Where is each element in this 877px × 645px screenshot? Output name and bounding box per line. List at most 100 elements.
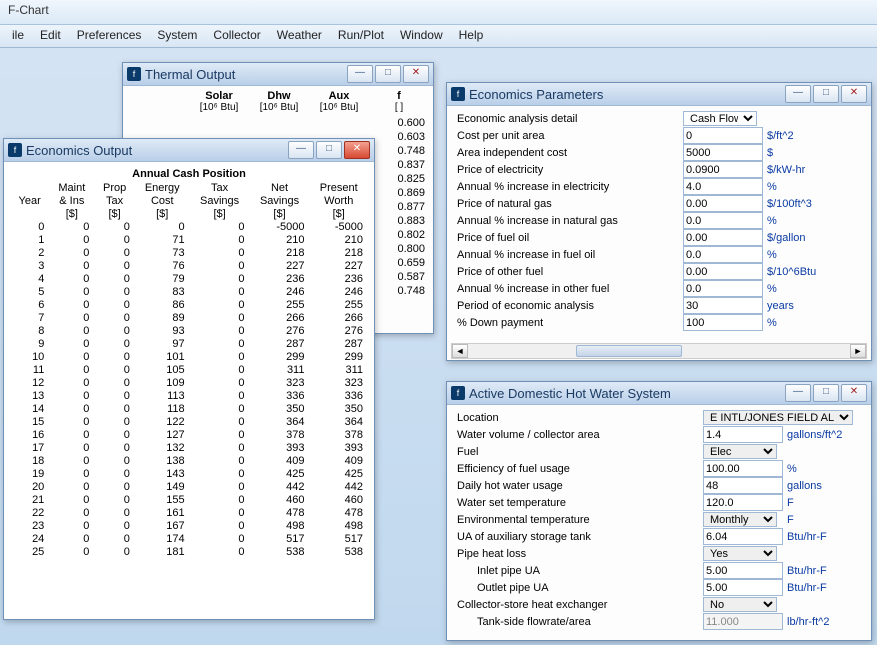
minimize-button[interactable]: — (288, 141, 314, 159)
menu-help[interactable]: Help (451, 27, 492, 43)
menubar: ileEditPreferencesSystemCollectorWeather… (0, 25, 877, 48)
menu-system[interactable]: System (149, 27, 205, 43)
param-input[interactable]: Cash Flow (683, 111, 757, 126)
dhw-input[interactable]: E INTL/JONES FIELD AL (703, 410, 853, 425)
table-header: Energy (135, 182, 190, 195)
table-cell: 0 (190, 481, 250, 494)
table-cell: 311 (309, 364, 368, 377)
table-cell: 0 (190, 429, 250, 442)
param-input[interactable] (683, 212, 763, 229)
dhw-input[interactable]: Elec (703, 444, 777, 459)
close-button[interactable]: ✕ (344, 141, 370, 159)
dhw-unit: Btu/hr-F (783, 582, 863, 594)
table-cell: 236 (309, 273, 368, 286)
maximize-button[interactable]: □ (813, 85, 839, 103)
dhw-input[interactable]: Yes (703, 546, 777, 561)
table-cell: 24 (10, 533, 49, 546)
table-cell: 161 (135, 507, 190, 520)
close-button[interactable]: ✕ (841, 85, 867, 103)
minimize-button[interactable]: — (785, 384, 811, 402)
param-unit: $/ft^2 (763, 130, 843, 142)
window-titlebar[interactable]: f Economics Parameters — □ ✕ (447, 83, 871, 106)
table-row: 24001740517517 (10, 533, 368, 546)
table-header: Cost (135, 195, 190, 208)
menu-preferences[interactable]: Preferences (69, 27, 150, 43)
economics-parameters-window: f Economics Parameters — □ ✕ Economic an… (446, 82, 872, 361)
window-titlebar[interactable]: f Active Domestic Hot Water System — □ ✕ (447, 382, 871, 405)
table-header: Savings (250, 195, 310, 208)
menu-window[interactable]: Window (392, 27, 451, 43)
maximize-button[interactable]: □ (375, 65, 401, 83)
param-row: Cost per unit area$/ft^2 (453, 127, 865, 144)
minimize-button[interactable]: — (785, 85, 811, 103)
param-input[interactable] (683, 195, 763, 212)
param-input[interactable] (683, 280, 763, 297)
param-input[interactable] (683, 229, 763, 246)
param-label: Period of economic analysis (453, 300, 683, 312)
param-input[interactable] (683, 297, 763, 314)
menu-collector[interactable]: Collector (205, 27, 268, 43)
dhw-input[interactable] (703, 460, 783, 477)
window-titlebar[interactable]: f Economics Output — □ ✕ (4, 139, 374, 162)
dhw-input[interactable] (703, 562, 783, 579)
table-row: 13001130336336 (10, 390, 368, 403)
horizontal-scrollbar[interactable]: ◄ ► (451, 343, 867, 359)
param-unit: $/gallon (763, 232, 843, 244)
maximize-button[interactable]: □ (316, 141, 342, 159)
window-titlebar[interactable]: f Thermal Output — □ ✕ (123, 63, 433, 86)
dhw-input[interactable] (703, 579, 783, 596)
maximize-button[interactable]: □ (813, 384, 839, 402)
param-input[interactable] (683, 314, 763, 331)
dhw-input[interactable] (703, 426, 783, 443)
param-input[interactable] (683, 178, 763, 195)
menu-runplot[interactable]: Run/Plot (330, 27, 392, 43)
dhw-input[interactable] (703, 494, 783, 511)
dhw-input[interactable]: Monthly (703, 512, 777, 527)
table-row: 800930276276 (10, 325, 368, 338)
scroll-left-arrow[interactable]: ◄ (452, 344, 468, 358)
dhw-input[interactable]: No (703, 597, 777, 612)
table-row: 14001180350350 (10, 403, 368, 416)
dhw-input[interactable] (703, 528, 783, 545)
scroll-right-arrow[interactable]: ► (850, 344, 866, 358)
table-cell: 0 (94, 442, 135, 455)
close-button[interactable]: ✕ (403, 65, 429, 83)
param-unit: $/kW-hr (763, 164, 843, 176)
table-cell: 0 (190, 377, 250, 390)
window-title: Economics Output (26, 143, 132, 158)
thermal-col-unit: [10⁶ Btu] (309, 102, 369, 113)
param-input[interactable] (683, 144, 763, 161)
dhw-row: Daily hot water usagegallons (453, 477, 865, 494)
param-row: Area independent cost$ (453, 144, 865, 161)
thermal-f-value: 0.877 (397, 200, 425, 214)
table-cell: 0 (190, 325, 250, 338)
table-cell: 0 (49, 312, 94, 325)
app-icon: f (127, 67, 141, 81)
param-row: Price of fuel oil$/gallon (453, 229, 865, 246)
table-cell: 498 (250, 520, 310, 533)
param-input[interactable] (683, 127, 763, 144)
scroll-thumb[interactable] (576, 345, 682, 357)
table-cell: 167 (135, 520, 190, 533)
table-cell: 11 (10, 364, 49, 377)
table-header: [$] (135, 208, 190, 221)
close-button[interactable]: ✕ (841, 384, 867, 402)
table-cell: 21 (10, 494, 49, 507)
table-row: 00000-5000-5000 (10, 221, 368, 234)
menu-ile[interactable]: ile (4, 27, 32, 43)
table-cell: 460 (309, 494, 368, 507)
window-title: Economics Parameters (469, 87, 603, 102)
minimize-button[interactable]: — (347, 65, 373, 83)
table-cell: 0 (94, 234, 135, 247)
menu-weather[interactable]: Weather (269, 27, 330, 43)
param-input[interactable] (683, 263, 763, 280)
table-cell: 311 (250, 364, 310, 377)
table-cell: 181 (135, 546, 190, 559)
table-row: 23001670498498 (10, 520, 368, 533)
table-header: Maint (49, 182, 94, 195)
app-icon: f (451, 386, 465, 400)
dhw-input[interactable] (703, 477, 783, 494)
param-input[interactable] (683, 161, 763, 178)
menu-edit[interactable]: Edit (32, 27, 69, 43)
param-input[interactable] (683, 246, 763, 263)
